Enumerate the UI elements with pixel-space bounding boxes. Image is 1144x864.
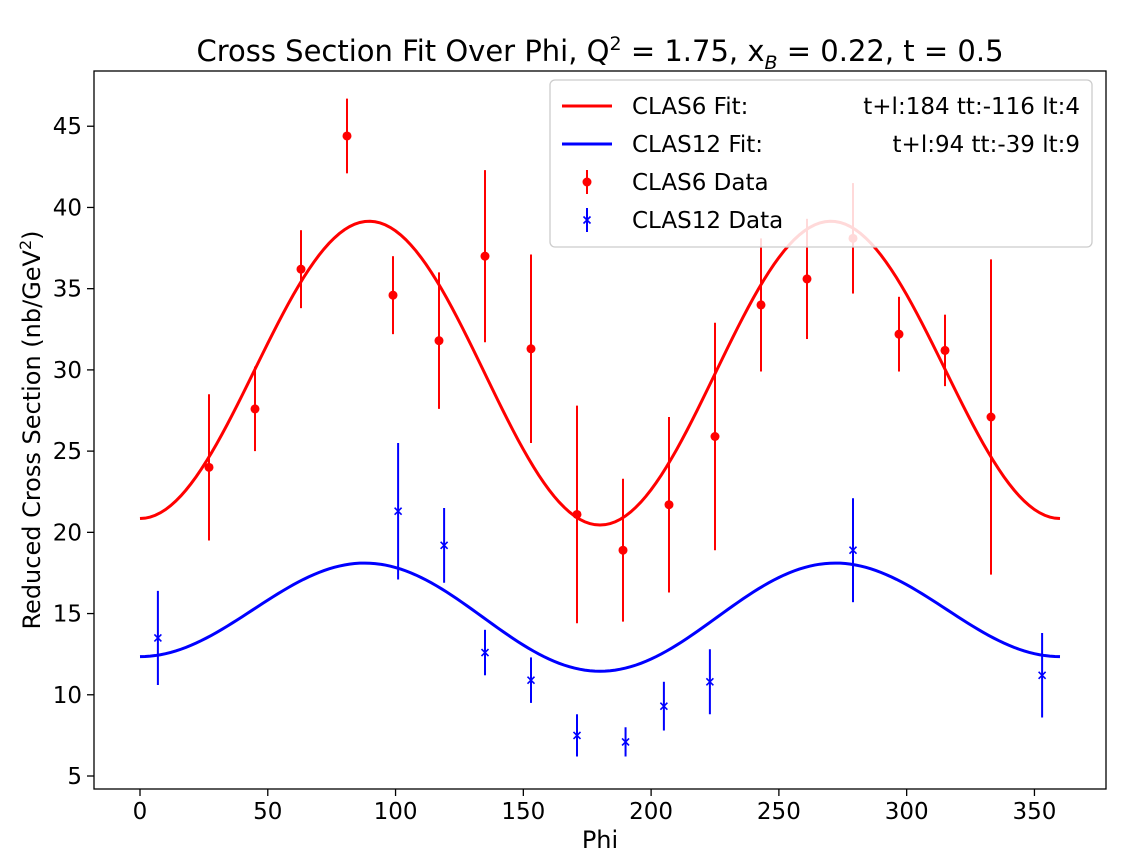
legend-params-clas12-fit: t+l:94 tt:-39 lt:9	[893, 132, 1080, 158]
x-tick-label: 100	[374, 799, 418, 825]
clas12-marker	[1038, 671, 1047, 680]
clas6-data-point	[526, 254, 536, 443]
clas12-marker	[572, 731, 582, 740]
clas12-marker	[659, 702, 668, 711]
clas12-marker	[621, 737, 630, 746]
x-tick-label: 200	[629, 799, 673, 825]
x-tick-label: 150	[501, 799, 545, 825]
x-tick-label: 0	[133, 799, 148, 825]
clas6-data-point	[618, 478, 628, 622]
legend-marker-clas12-data	[582, 215, 592, 225]
clas6-data-point	[710, 322, 720, 551]
clas6-data-point	[434, 272, 444, 409]
clas6-marker	[526, 344, 536, 354]
clas12-data-point	[1038, 633, 1047, 718]
clas12-marker	[705, 677, 714, 686]
clas6-data-point	[296, 230, 306, 309]
legend-label-clas6-fit: CLAS6 Fit:	[632, 94, 748, 120]
clas12-data-point	[659, 681, 668, 731]
clas6-marker	[802, 274, 812, 284]
legend-label-clas12-data: CLAS12 Data	[632, 208, 783, 234]
y-tick-label: 5	[67, 764, 82, 790]
clas12-marker	[440, 541, 449, 550]
clas12-data-point	[480, 629, 490, 676]
clas12-data-point	[440, 507, 449, 583]
clas6-marker	[572, 509, 582, 519]
clas12-marker	[480, 648, 490, 657]
y-tick-label: 25	[53, 439, 82, 465]
clas12-marker	[153, 633, 162, 642]
clas6-data-point	[480, 170, 490, 343]
clas6-data-point	[756, 238, 766, 372]
clas12-marker	[394, 507, 403, 516]
x-axis-ticks: 0 50 100 150 200 250 300 350	[133, 789, 1056, 825]
clas12-data-point	[848, 498, 858, 603]
clas12-data-point	[705, 649, 714, 715]
clas6-marker	[664, 500, 674, 510]
fit-curves	[139, 219, 1061, 673]
clas6-marker	[894, 329, 904, 339]
clas12-data-point	[394, 442, 403, 580]
clas6-marker	[342, 131, 352, 141]
y-tick-label: 35	[53, 277, 82, 303]
legend: CLAS6 Fit: t+l:184 tt:-116 lt:4 CLAS12 Fit…	[549, 79, 1093, 248]
clas6-marker	[204, 462, 214, 472]
y-axis-label: Reduced Cross Section (nb/GeV2)	[16, 230, 46, 629]
x-tick-label: 250	[757, 799, 801, 825]
clas12-data-point	[153, 590, 162, 686]
clas12-data-point	[621, 727, 630, 757]
clas6-marker	[710, 431, 720, 441]
y-tick-label: 15	[53, 602, 82, 628]
y-tick-label: 45	[53, 114, 82, 140]
y-tick-label: 10	[53, 683, 82, 709]
clas12-marker	[526, 676, 536, 685]
clas6-data-point	[940, 314, 950, 387]
clas6-data-point	[894, 296, 904, 372]
clas6-data-point	[572, 405, 582, 624]
clas6-data-point	[388, 256, 398, 335]
fit-curve-clas6	[139, 219, 1061, 527]
clas6-marker	[618, 545, 628, 555]
legend-marker-clas6-data	[582, 177, 592, 187]
clas6-data-point	[986, 259, 996, 575]
y-axis-ticks: 5 10 15 20 25 30 35 40 45	[53, 114, 94, 790]
x-tick-label: 350	[1012, 799, 1056, 825]
legend-label-clas6-data: CLAS6 Data	[632, 170, 769, 196]
clas6-marker	[296, 264, 306, 274]
clas6-marker	[756, 300, 766, 310]
clas6-marker	[388, 290, 398, 300]
clas6-marker	[986, 412, 996, 422]
clas6-data-point	[204, 394, 214, 541]
y-tick-label: 30	[53, 358, 82, 384]
clas12-marker	[848, 546, 858, 555]
clas12-data-point	[526, 657, 536, 703]
legend-box	[549, 79, 1093, 248]
fit-curve-clas12	[139, 561, 1061, 673]
x-tick-label: 50	[253, 799, 282, 825]
clas6-marker	[434, 336, 444, 346]
y-tick-label: 20	[53, 520, 82, 546]
clas6-marker	[250, 404, 260, 414]
clas6-data-point	[664, 417, 674, 593]
clas12-data-point	[572, 714, 582, 757]
y-tick-label: 40	[53, 195, 82, 221]
x-axis-label: Phi	[582, 826, 618, 854]
clas6-marker	[480, 251, 490, 261]
clas6-marker	[940, 345, 950, 355]
legend-params-clas6-fit: t+l:184 tt:-116 lt:4	[863, 94, 1080, 120]
clas6-data-point	[342, 98, 352, 174]
legend-label-clas12-fit: CLAS12 Fit:	[632, 132, 763, 158]
x-tick-label: 300	[885, 799, 929, 825]
clas6-data-point	[250, 366, 260, 452]
chart-title: Cross Section Fit Over Phi, Q2 = 1.75, x…	[196, 33, 1003, 74]
plot-frame	[93, 70, 1107, 790]
